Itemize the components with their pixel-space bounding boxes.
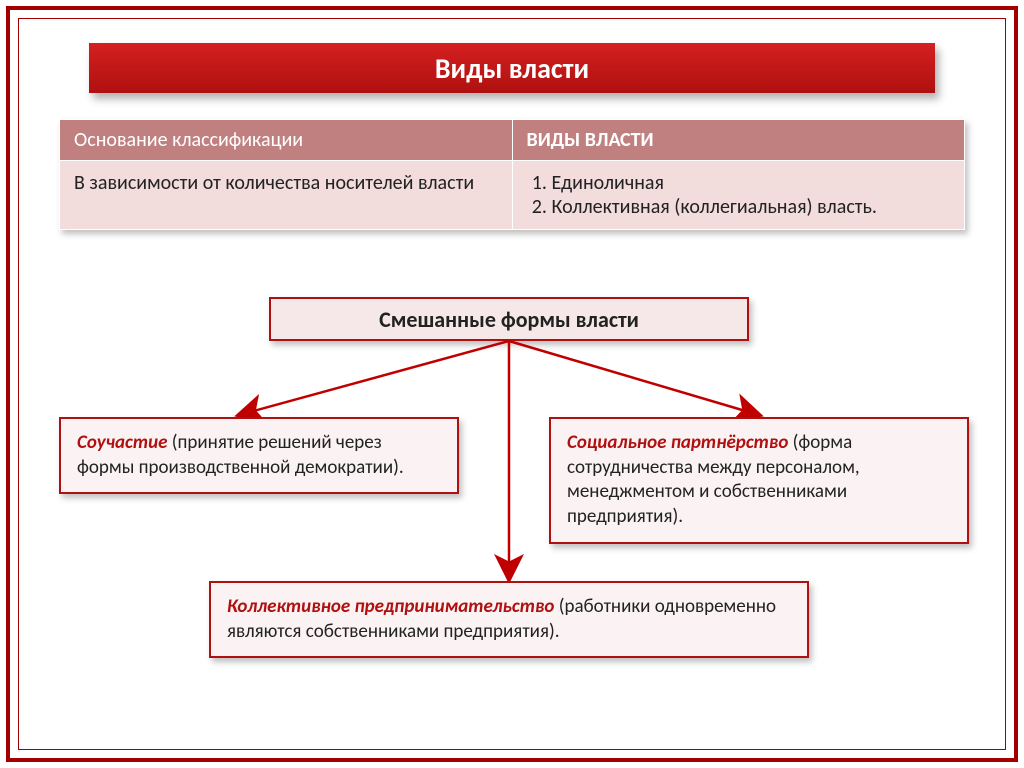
- table-header-basis: Основание классификации: [60, 120, 513, 161]
- table-cell-types: Единоличная Коллективная (коллегиальная)…: [512, 161, 965, 230]
- slide-title: Виды власти: [89, 43, 935, 93]
- slide-title-text: Виды власти: [435, 51, 589, 86]
- node-collective-entrepreneurship: Коллективное предпринимательство (работн…: [209, 581, 809, 658]
- type-item: Единоличная: [552, 171, 951, 195]
- node-term: Социальное партнёрство: [567, 431, 788, 454]
- node-social-partnership: Социальное партнёрство (форма сотрудниче…: [549, 417, 969, 544]
- mixed-forms-title: Смешанные формы власти: [379, 306, 639, 333]
- table-header-types: ВИДЫ ВЛАСТИ: [512, 120, 965, 161]
- node-term: Коллективное предпринимательство: [227, 595, 554, 618]
- inner-frame: Виды власти Основание классификации ВИДЫ…: [18, 18, 1006, 750]
- mixed-forms-box: Смешанные формы власти: [269, 297, 749, 341]
- type-item: Коллективная (коллегиальная) власть.: [552, 195, 951, 219]
- node-participation: Соучастие (принятие решений через формы …: [59, 417, 459, 494]
- table-cell-basis: В зависимости от количества носителей вл…: [60, 161, 513, 230]
- outer-frame: Виды власти Основание классификации ВИДЫ…: [6, 6, 1018, 762]
- node-term: Соучастие: [77, 431, 167, 454]
- classification-table: Основание классификации ВИДЫ ВЛАСТИ В за…: [59, 119, 965, 230]
